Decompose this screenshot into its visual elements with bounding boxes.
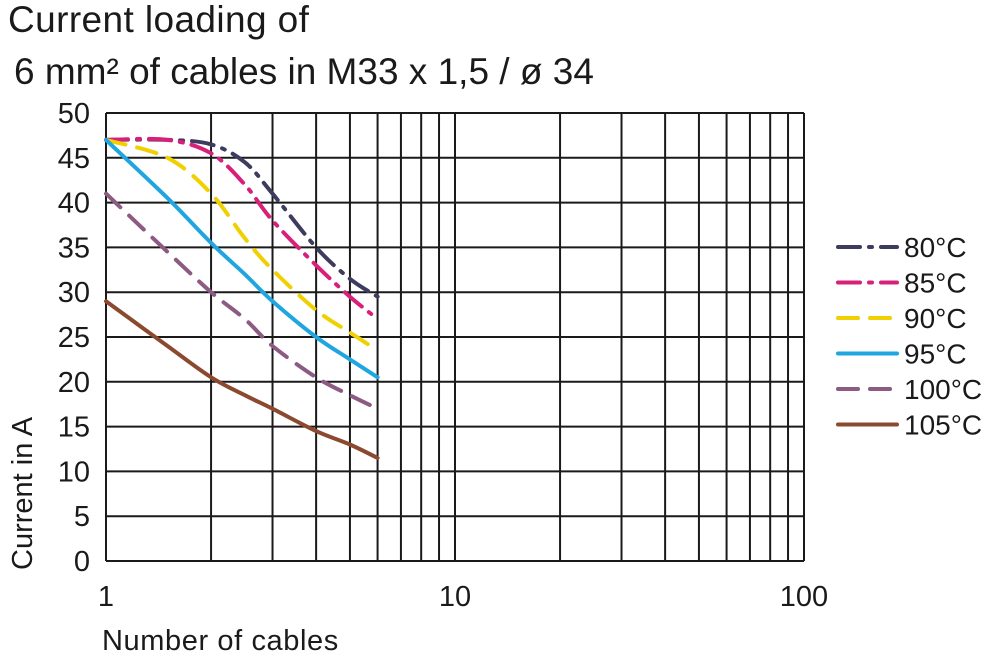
- x-axis-label: Number of cables: [102, 625, 339, 657]
- y-tick-label: 45: [58, 143, 90, 175]
- y-axis-label: Current in A: [7, 416, 39, 570]
- legend-item: 90°C: [836, 303, 967, 334]
- y-tick-label: 35: [58, 232, 90, 264]
- y-tick-labels: 0 5 10 15 20 25 30 35 40 45 50: [58, 98, 90, 578]
- x-tick-label: 10: [439, 581, 471, 613]
- series-line: [104, 191, 380, 411]
- legend-item: 80°C: [836, 232, 967, 263]
- legend-item: 85°C: [836, 268, 967, 299]
- series-layer: [104, 136, 380, 460]
- grid-lines: [105, 112, 805, 562]
- chart-title: Current loading of: [8, 0, 310, 40]
- y-tick-label: 50: [58, 98, 90, 130]
- legend-label: 95°C: [904, 339, 967, 370]
- y-tick-label: 10: [58, 456, 90, 488]
- series-line: [104, 137, 380, 380]
- legend-label: 80°C: [904, 232, 967, 263]
- legend: 80°C 85°C 90°C 95°C 100°C 105°C: [836, 232, 982, 441]
- y-tick-label: 15: [58, 412, 90, 444]
- legend-label: 90°C: [904, 303, 967, 334]
- legend-item: 105°C: [836, 410, 982, 441]
- y-tick-label: 5: [74, 501, 90, 533]
- legend-item: 100°C: [836, 374, 982, 405]
- legend-label: 85°C: [904, 268, 967, 299]
- chart-subtitle: 6 mm² of cables in M33 x 1,5 / ø 34: [14, 51, 594, 92]
- y-tick-label: 25: [58, 322, 90, 354]
- series-line: [104, 136, 380, 322]
- legend-item: 95°C: [836, 339, 967, 370]
- legend-label: 105°C: [904, 410, 982, 441]
- y-tick-label: 40: [58, 188, 90, 220]
- series-line: [104, 137, 380, 353]
- legend-label: 100°C: [904, 374, 982, 405]
- y-tick-label: 0: [74, 546, 90, 578]
- x-tick-labels: 1 10 100: [98, 581, 828, 613]
- y-tick-label: 30: [58, 277, 90, 309]
- series-line: [104, 299, 380, 460]
- y-tick-label: 20: [58, 367, 90, 399]
- x-tick-label: 1: [98, 581, 114, 613]
- x-tick-label: 100: [780, 581, 828, 613]
